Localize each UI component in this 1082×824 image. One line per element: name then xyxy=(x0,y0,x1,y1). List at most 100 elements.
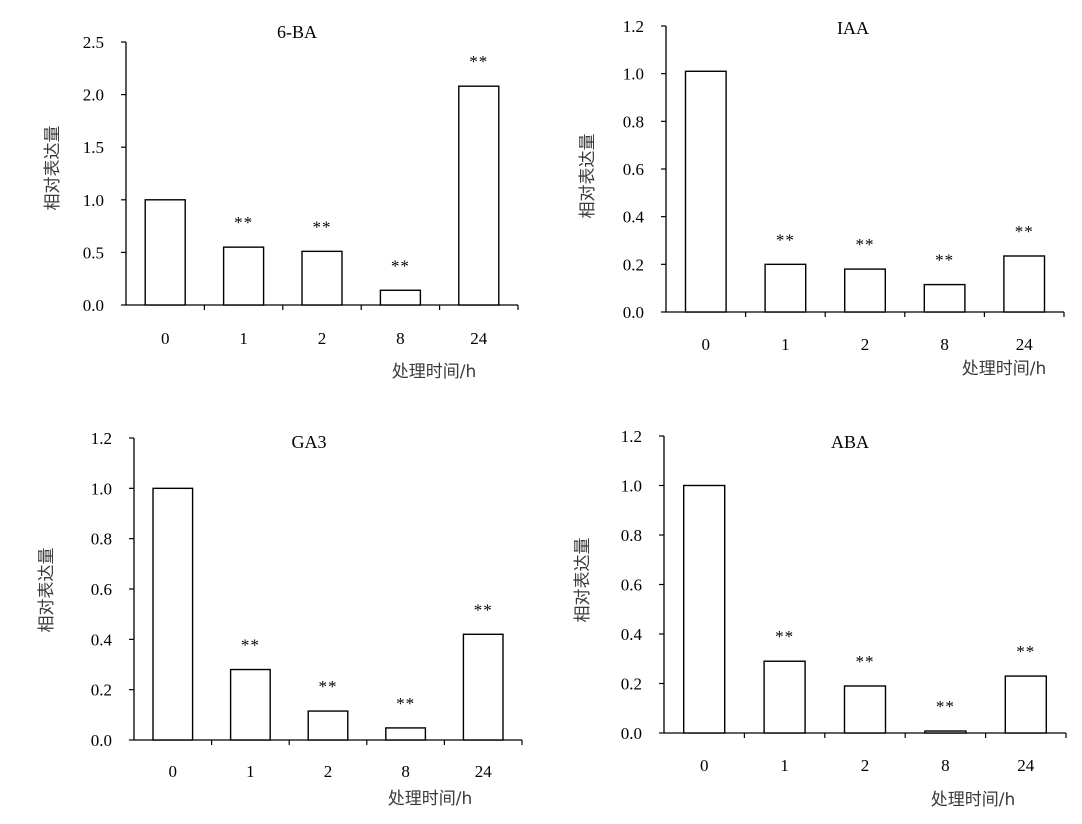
x-tick-label: 2 xyxy=(861,756,870,775)
y-tick-label: 0.8 xyxy=(621,526,642,545)
significance-marker: ** xyxy=(391,256,410,275)
significance-marker: ** xyxy=(1015,222,1034,241)
x-tick-label: 1 xyxy=(781,335,790,354)
bar-1 xyxy=(764,263,807,313)
significance-marker: ** xyxy=(234,213,253,232)
y-tick-label: 0.0 xyxy=(83,296,104,315)
y-tick-label: 0.5 xyxy=(83,243,104,262)
x-tick-label: 8 xyxy=(401,762,410,781)
y-tick-label: 0.0 xyxy=(623,303,644,322)
bar-1 xyxy=(229,668,271,741)
y-axis-label: 相对表达量 xyxy=(37,548,57,633)
bar-8 xyxy=(379,289,422,306)
x-tick-label: 2 xyxy=(861,335,870,354)
y-tick-label: 0.4 xyxy=(621,625,643,644)
significance-marker: ** xyxy=(775,627,794,646)
x-tick-label: 0 xyxy=(161,329,170,348)
bar-0 xyxy=(152,487,194,741)
x-tick-label: 0 xyxy=(702,335,711,354)
y-tick-label: 0.2 xyxy=(621,675,642,694)
y-axis-label: 相对表达量 xyxy=(578,134,598,219)
significance-marker: ** xyxy=(313,217,332,236)
y-axis-label: 相对表达量 xyxy=(573,538,593,623)
y-axis-label: 相对表达量 xyxy=(43,126,63,211)
chart-title: GA3 xyxy=(292,432,327,452)
y-tick-label: 0.8 xyxy=(91,530,112,549)
y-tick-label: 2.0 xyxy=(83,86,104,105)
bar-1 xyxy=(222,246,265,306)
x-axis-label: 处理时间/h xyxy=(392,362,477,382)
x-tick-label: 8 xyxy=(940,335,949,354)
significance-marker: ** xyxy=(241,636,260,655)
bar-8 xyxy=(924,730,967,734)
bar-2 xyxy=(301,250,343,306)
significance-marker: ** xyxy=(474,600,493,619)
significance-marker: ** xyxy=(856,235,875,254)
y-tick-label: 0.6 xyxy=(91,580,112,599)
y-tick-label: 1.5 xyxy=(83,138,104,157)
y-tick-label: 0.2 xyxy=(623,255,644,274)
x-tick-label: 24 xyxy=(1016,335,1034,354)
chart-panel-2: 0.0 0.2 0.4 0.6 0.8 1.0 1.2 0 1 ** 2 ** 8 ** 24 ** GA3 处理… xyxy=(37,429,523,809)
bar-2 xyxy=(307,710,349,741)
bar-2 xyxy=(843,685,887,734)
chart-panel-0: 0.0 0.5 1.0 1.5 2.0 2.5 0 1 ** 2 ** 8 ** 24 ** 6-BA 处理时间… xyxy=(43,22,519,382)
bar-0 xyxy=(682,484,726,734)
chart-panel-3: 0.0 0.2 0.4 0.6 0.8 1.0 1.2 0 1 ** 2 ** 8 ** 24 ** ABA 处理… xyxy=(573,427,1067,810)
y-tick-label: 0.2 xyxy=(91,681,112,700)
x-tick-label: 1 xyxy=(239,329,248,348)
x-tick-label: 24 xyxy=(1017,756,1035,775)
y-tick-label: 1.0 xyxy=(91,479,112,498)
x-tick-label: 8 xyxy=(396,329,405,348)
significance-marker: ** xyxy=(396,694,415,713)
x-tick-label: 2 xyxy=(318,329,327,348)
x-tick-label: 0 xyxy=(700,756,709,775)
x-tick-label: 24 xyxy=(470,329,488,348)
bar-24 xyxy=(462,633,504,741)
significance-marker: ** xyxy=(856,652,875,671)
chart-title: ABA xyxy=(831,432,869,452)
bar-8 xyxy=(923,283,966,313)
bar-24 xyxy=(458,85,500,306)
x-axis-label: 处理时间/h xyxy=(962,359,1047,379)
bar-24 xyxy=(1003,255,1046,313)
y-tick-label: 1.0 xyxy=(623,65,644,84)
bar-0 xyxy=(144,199,186,306)
x-axis-label: 处理时间/h xyxy=(931,790,1016,810)
significance-marker: ** xyxy=(1016,642,1035,661)
chart-title: 6-BA xyxy=(277,22,317,42)
chart-panel-1: 0.0 0.2 0.4 0.6 0.8 1.0 1.2 0 1 ** 2 ** 8 ** 24 ** IAA 处理… xyxy=(578,17,1065,379)
bar-8 xyxy=(385,727,427,741)
y-tick-label: 1.2 xyxy=(91,429,112,448)
x-tick-label: 2 xyxy=(324,762,333,781)
x-tick-label: 8 xyxy=(941,756,950,775)
y-tick-label: 0.8 xyxy=(623,112,644,131)
x-axis-label: 处理时间/h xyxy=(388,789,473,809)
significance-marker: ** xyxy=(935,251,954,270)
y-tick-label: 0.0 xyxy=(621,724,642,743)
y-tick-label: 0.0 xyxy=(91,731,112,750)
y-tick-label: 2.5 xyxy=(83,33,104,52)
y-tick-label: 0.4 xyxy=(623,208,645,227)
significance-marker: ** xyxy=(936,697,955,716)
x-tick-label: 1 xyxy=(246,762,255,781)
x-tick-label: 24 xyxy=(475,762,493,781)
y-tick-label: 1.0 xyxy=(83,191,104,210)
bar-1 xyxy=(763,660,806,734)
chart-title: IAA xyxy=(837,18,869,38)
significance-marker: ** xyxy=(319,677,338,696)
bar-24 xyxy=(1004,675,1048,734)
x-tick-label: 1 xyxy=(780,756,789,775)
y-tick-label: 1.2 xyxy=(621,427,642,446)
significance-marker: ** xyxy=(776,230,795,249)
bar-2 xyxy=(844,268,886,313)
bar-0 xyxy=(684,70,727,313)
y-tick-label: 1.0 xyxy=(621,477,642,496)
y-tick-label: 0.4 xyxy=(91,630,113,649)
y-tick-label: 0.6 xyxy=(623,160,644,179)
x-tick-label: 0 xyxy=(169,762,178,781)
y-tick-label: 0.6 xyxy=(621,576,642,595)
y-tick-label: 1.2 xyxy=(623,17,644,36)
significance-marker: ** xyxy=(469,52,488,71)
